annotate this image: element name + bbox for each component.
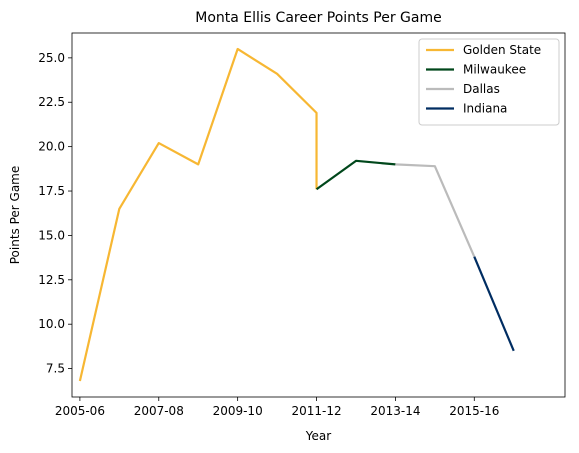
legend-label-golden-state: Golden State	[463, 43, 541, 57]
legend-label-dallas: Dallas	[463, 82, 500, 96]
x-tick-label: 2009-10	[213, 404, 263, 418]
legend-box	[418, 38, 560, 126]
x-axis-label: Year	[305, 429, 331, 443]
plot-frame	[71, 32, 566, 398]
series-line-golden-state	[78, 47, 318, 382]
x-tick-label: 2011-12	[291, 404, 341, 418]
x-axis: 2005-06 2007-08 2009-10 2011-12 2013-14 2015-…	[55, 397, 499, 418]
y-axis: 7.5 10.0 12.5 15.0 17.5 20.0 22.5 25.0	[38, 51, 72, 376]
series-line-dallas	[395, 163, 476, 258]
series-line-milwaukee	[315, 159, 396, 191]
legend-label-indiana: Indiana	[463, 102, 507, 116]
legend: Golden State Milwaukee Dallas Indiana	[418, 38, 560, 126]
y-tick-label: 10.0	[38, 317, 65, 331]
y-tick-label: 15.0	[38, 228, 65, 242]
y-tick-label: 20.0	[38, 140, 65, 154]
x-tick-label: 2013-14	[370, 404, 420, 418]
chart-title: Monta Ellis Career Points Per Game	[195, 10, 441, 26]
legend-label-milwaukee: Milwaukee	[463, 63, 526, 77]
y-tick-label: 12.5	[38, 273, 65, 287]
x-tick-label: 2005-06	[55, 404, 105, 418]
series-layer	[78, 47, 515, 382]
x-tick-label: 2015-16	[449, 404, 499, 418]
y-tick-label: 17.5	[38, 184, 65, 198]
y-tick-label: 7.5	[46, 362, 65, 376]
y-tick-label: 25.0	[38, 51, 65, 65]
x-tick-label: 2007-08	[134, 404, 184, 418]
series-line-indiana	[473, 256, 515, 352]
y-tick-label: 22.5	[38, 95, 65, 109]
y-axis-label: Points Per Game	[8, 166, 22, 265]
